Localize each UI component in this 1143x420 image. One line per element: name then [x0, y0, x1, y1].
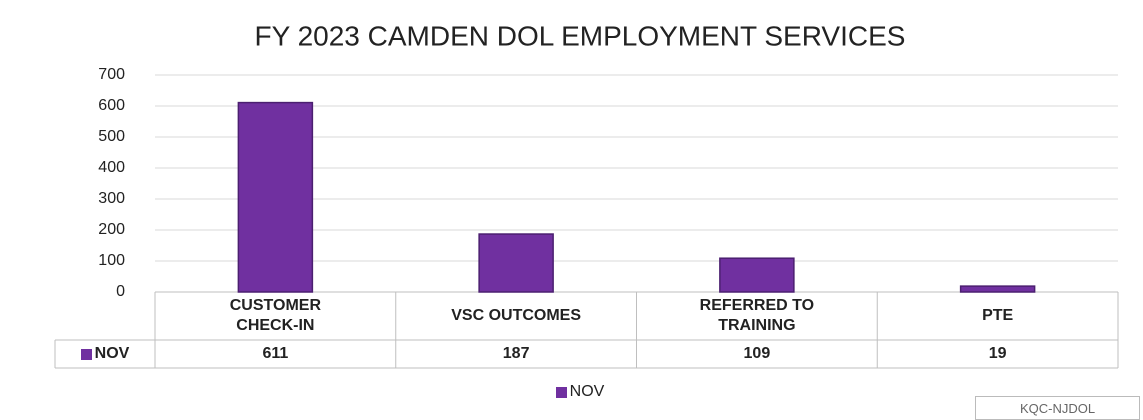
value-label-text: 611	[262, 345, 289, 362]
table-legend-text: NOV	[94, 345, 130, 362]
x-tick-label: PTE	[877, 292, 1118, 340]
value-label-text: 187	[502, 345, 530, 362]
chart-title: FY 2023 CAMDEN DOL EMPLOYMENT SERVICES	[255, 20, 906, 51]
bar	[237, 101, 314, 293]
y-tick-label: 500	[98, 128, 125, 145]
y-tick-label: 400	[98, 159, 125, 176]
x-tick-label: REFERRED TO TRAINING	[637, 292, 878, 340]
value-label: 611	[155, 340, 396, 368]
value-label-text: 19	[988, 345, 1007, 362]
x-tick-label-text: CUSTOMER CHECK-IN	[229, 297, 321, 334]
y-tick-label: 600	[98, 97, 125, 114]
x-tick-label: VSC OUTCOMES	[396, 292, 637, 340]
y-tick-label: 200	[98, 221, 125, 238]
value-label: 187	[396, 340, 637, 368]
x-tick-label: CUSTOMER CHECK-IN	[155, 292, 396, 340]
legend-key	[80, 348, 92, 360]
value-label: 19	[877, 340, 1118, 368]
bar	[478, 233, 554, 293]
legend-key	[555, 386, 567, 398]
y-tick-label: 700	[98, 66, 125, 83]
legend-entry: NOV	[480, 378, 680, 406]
table-legend: NOV	[55, 340, 155, 368]
y-tick-label: 0	[116, 283, 125, 300]
value-label: 109	[637, 340, 878, 368]
value-label-text: 109	[743, 345, 771, 362]
y-tick-label: 100	[98, 252, 125, 269]
watermark: KQC-NJDOL	[975, 396, 1140, 420]
bar	[959, 285, 1036, 293]
bar	[719, 257, 795, 293]
x-tick-label-text: REFERRED TO TRAINING	[699, 297, 815, 334]
x-tick-label-text: VSC OUTCOMES	[451, 307, 582, 324]
x-tick-label-text: PTE	[982, 307, 1014, 324]
y-tick-label: 300	[98, 190, 125, 207]
legend-entry-text: NOV	[569, 383, 605, 400]
